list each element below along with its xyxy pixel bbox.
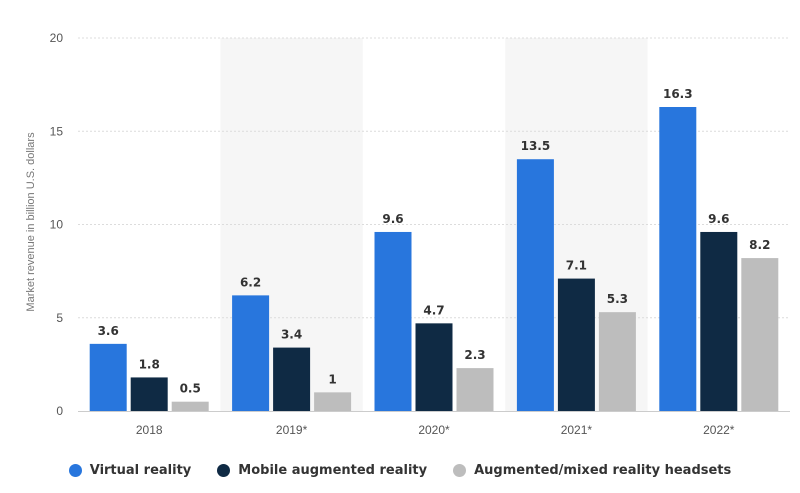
y-tick-label: 20 bbox=[50, 31, 64, 45]
x-tick-label: 2019* bbox=[276, 423, 308, 437]
legend-label: Mobile augmented reality bbox=[238, 463, 428, 478]
y-tick-label: 0 bbox=[56, 404, 63, 418]
bar-1-0 bbox=[232, 295, 270, 411]
legend-label: Virtual reality bbox=[89, 463, 192, 478]
bar-3-1 bbox=[557, 278, 595, 411]
x-tick-label: 2018 bbox=[136, 423, 163, 437]
bar-2-0 bbox=[374, 231, 412, 411]
data-label: 3.4 bbox=[281, 328, 302, 342]
data-label: 16.3 bbox=[663, 87, 693, 101]
data-label: 9.6 bbox=[708, 212, 729, 226]
data-label: 13.5 bbox=[521, 139, 551, 153]
legend-swatch bbox=[217, 464, 231, 477]
legend-label: Augmented/mixed reality headsets bbox=[474, 463, 732, 478]
data-label: 8.2 bbox=[749, 238, 770, 252]
data-labels: 3.6 1.8 0.5 6.2 3.4 1 9.6 4.7 2.3 13.5 7.1 5.3 16.3 9… bbox=[98, 87, 771, 396]
data-label: 0.5 bbox=[180, 382, 201, 396]
data-label: 9.6 bbox=[382, 212, 403, 226]
bar-2-1 bbox=[415, 323, 453, 411]
bar-1-1 bbox=[273, 347, 311, 411]
x-tick-label: 2021* bbox=[561, 423, 593, 437]
bar-4-2 bbox=[741, 258, 779, 411]
y-tick-label: 5 bbox=[56, 311, 63, 325]
y-tick-label: 10 bbox=[50, 218, 64, 232]
legend-item[interactable]: Augmented/mixed reality headsets bbox=[453, 463, 731, 478]
legend-item[interactable]: Virtual reality bbox=[68, 463, 192, 478]
bar-2-2 bbox=[456, 368, 494, 411]
bar-4-1 bbox=[700, 231, 738, 411]
data-label: 4.7 bbox=[423, 303, 444, 317]
x-tick-label: 2022* bbox=[703, 423, 735, 437]
legend-item[interactable]: Mobile augmented reality bbox=[217, 463, 427, 478]
data-label: 1.8 bbox=[139, 357, 160, 371]
data-label: 7.1 bbox=[566, 259, 587, 273]
data-label: 3.6 bbox=[98, 324, 119, 338]
y-tick-label: 15 bbox=[50, 124, 64, 138]
bar-0-1 bbox=[130, 377, 168, 411]
bar-3-0 bbox=[516, 159, 554, 411]
legend-swatch bbox=[68, 464, 82, 477]
bar-0-2 bbox=[171, 401, 209, 411]
data-label: 1 bbox=[328, 372, 336, 386]
data-label: 2.3 bbox=[464, 348, 485, 362]
bar-1-2 bbox=[314, 392, 352, 411]
data-label: 6.2 bbox=[240, 275, 261, 289]
data-label: 5.3 bbox=[607, 292, 628, 306]
y-axis-label: Market revenue in billion U.S. dollars bbox=[25, 132, 37, 312]
bar-0-0 bbox=[89, 343, 127, 411]
legend-swatch bbox=[453, 464, 467, 477]
bars bbox=[89, 107, 779, 411]
x-tick-label: 2020* bbox=[418, 423, 450, 437]
bar-4-0 bbox=[659, 107, 697, 411]
bar-3-2 bbox=[598, 312, 636, 411]
x-axis-ticks: 2018 2019* 2020* 2021* 2022* bbox=[136, 423, 735, 437]
y-axis-ticks: 0 5 10 15 20 bbox=[50, 31, 64, 418]
legend: Virtual reality Mobile augmented reality A… bbox=[0, 463, 800, 478]
